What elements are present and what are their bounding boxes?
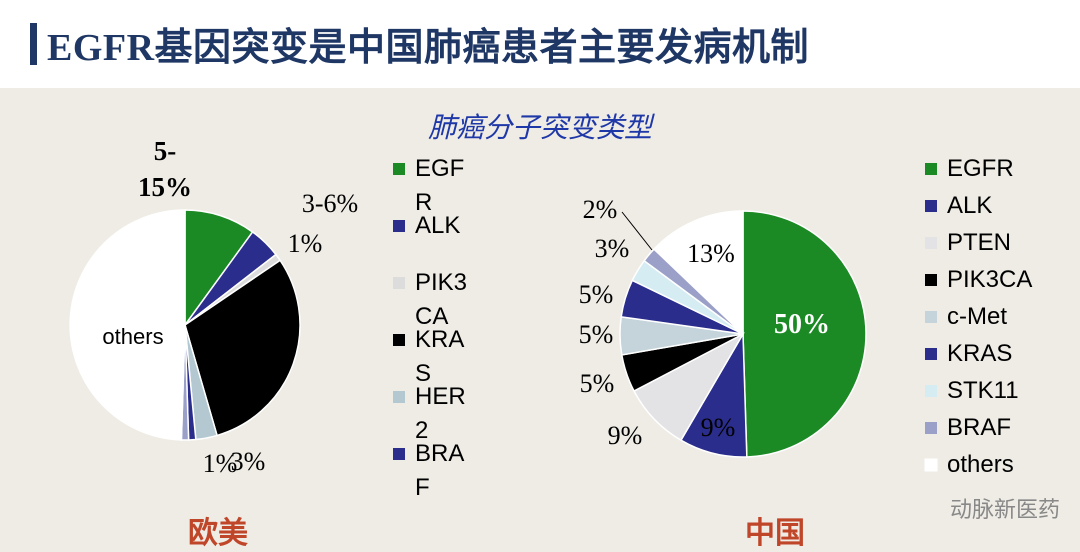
pie0-legend-item-egfr: EGF R <box>393 155 464 216</box>
pie0-legend-label-braf: BRA F <box>415 440 464 501</box>
pie0-legend-label-egfr: EGF R <box>415 155 464 216</box>
pie1-label-alk: 9% <box>701 413 736 442</box>
pie0-slice-others <box>69 209 186 441</box>
pie1-legend-swatch-others <box>924 458 938 472</box>
pie0-legend-item-braf: BRA F <box>393 440 464 501</box>
pie1-legend-item-egfr: EGFR <box>925 155 1014 182</box>
pie1-legend-swatch-kras <box>925 348 937 360</box>
pie0-legend-swatch-kras <box>393 334 405 346</box>
region-label-west: 欧美 <box>188 516 248 551</box>
pie1-legend-label-alk: ALK <box>947 192 992 219</box>
pie1-legend-item-pik3ca: PIK3CA <box>925 266 1032 293</box>
pie1-label-others: 13% <box>687 239 735 268</box>
pie0-legend-item-alk: ALK <box>393 212 460 239</box>
pie0-legend-label-pik3ca: PIK3 CA <box>415 269 467 330</box>
pie1-legend-swatch-braf <box>925 422 937 434</box>
pie1-label-pten: 9% <box>608 421 643 450</box>
leader-line-braf <box>621 211 653 251</box>
pie1-label-braf: 2% <box>583 195 618 224</box>
pie1-label-stk11: 3% <box>595 234 630 263</box>
pie1-legend-label-egfr: EGFR <box>947 155 1014 182</box>
pie1-legend-item-c-met: c-Met <box>925 303 1007 330</box>
pie1-legend-item-stk11: STK11 <box>925 377 1019 404</box>
slide-title: EGFR基因突变是中国肺癌患者主要发病机制 <box>47 27 810 69</box>
pie1-legend-item-braf: BRAF <box>925 414 1011 441</box>
pie0-legend-label-kras: KRA S <box>415 326 464 387</box>
pie0-legend-swatch-pik3ca <box>393 277 405 289</box>
pie0-slice-egfr <box>184 209 254 328</box>
pie1-legend-label-braf: BRAF <box>947 414 1011 441</box>
pie1-legend-item-pten: PTEN <box>925 229 1011 256</box>
pie1-legend-item-kras: KRAS <box>925 340 1012 367</box>
pie0-legend-swatch-braf <box>393 448 405 460</box>
pie1-label-egfr: 50% <box>774 309 830 340</box>
pie1-legend-swatch-c-met <box>925 311 937 323</box>
pie0-legend-item-kras: KRA S <box>393 326 464 387</box>
pie0-legend-item-pik3ca: PIK3 CA <box>393 269 467 330</box>
title-accent-bar <box>30 23 37 65</box>
pie1-label-c-met: 5% <box>579 320 614 349</box>
pie1-legend-swatch-alk <box>925 200 937 212</box>
pie1-legend-swatch-stk11 <box>925 385 937 397</box>
pie0-legend-swatch-egfr <box>393 163 405 175</box>
pie1-legend-label-pten: PTEN <box>947 229 1011 256</box>
pie1-legend-label-pik3ca: PIK3CA <box>947 266 1032 293</box>
pie0-label-egfr: 5-15% <box>138 136 192 202</box>
pie0-label-alk: 3-6% <box>302 189 358 218</box>
pie0-label-others: others <box>102 324 163 349</box>
pie0-label-pik3ca: 1% <box>288 229 323 258</box>
pie1-legend-item-alk: ALK <box>925 192 992 219</box>
pie0-label-braf: 1% <box>203 449 238 478</box>
pie0-slice-kras <box>184 259 301 437</box>
pie0-legend-item-her2: HER 2 <box>393 383 466 444</box>
watermark: 动脉新医药 <box>949 498 1060 523</box>
pie0-label-her2: 3% <box>231 447 266 476</box>
region-label-china: 中国 <box>745 516 805 551</box>
slide-header: EGFR基因突变是中国肺癌患者主要发病机制 <box>0 0 1080 88</box>
pie0-legend-label-her2: HER 2 <box>415 383 466 444</box>
pie0-legend-swatch-her2 <box>393 391 405 403</box>
pie1-legend-swatch-egfr <box>925 163 937 175</box>
pie1-label-pik3ca: 5% <box>580 369 615 398</box>
pie1-legend-label-stk11: STK11 <box>947 377 1019 404</box>
pie0-legend-swatch-alk <box>393 220 405 232</box>
pie0-legend-label-alk: ALK <box>415 212 460 239</box>
pie1-legend-label-kras: KRAS <box>947 340 1012 367</box>
chart-subtitle: 肺癌分子突变类型 <box>427 111 652 144</box>
pie1-slice-others <box>652 210 744 336</box>
pie1-legend-item-others: others <box>924 451 1014 478</box>
pie1-legend-label-c-met: c-Met <box>947 303 1007 330</box>
pie1-label-kras: 5% <box>579 280 614 309</box>
pie1-legend-swatch-pik3ca <box>925 274 937 286</box>
pie1-legend-swatch-pten <box>925 237 937 249</box>
pie1-legend-label-others: others <box>947 451 1014 478</box>
pie1-slice-egfr <box>742 210 867 458</box>
